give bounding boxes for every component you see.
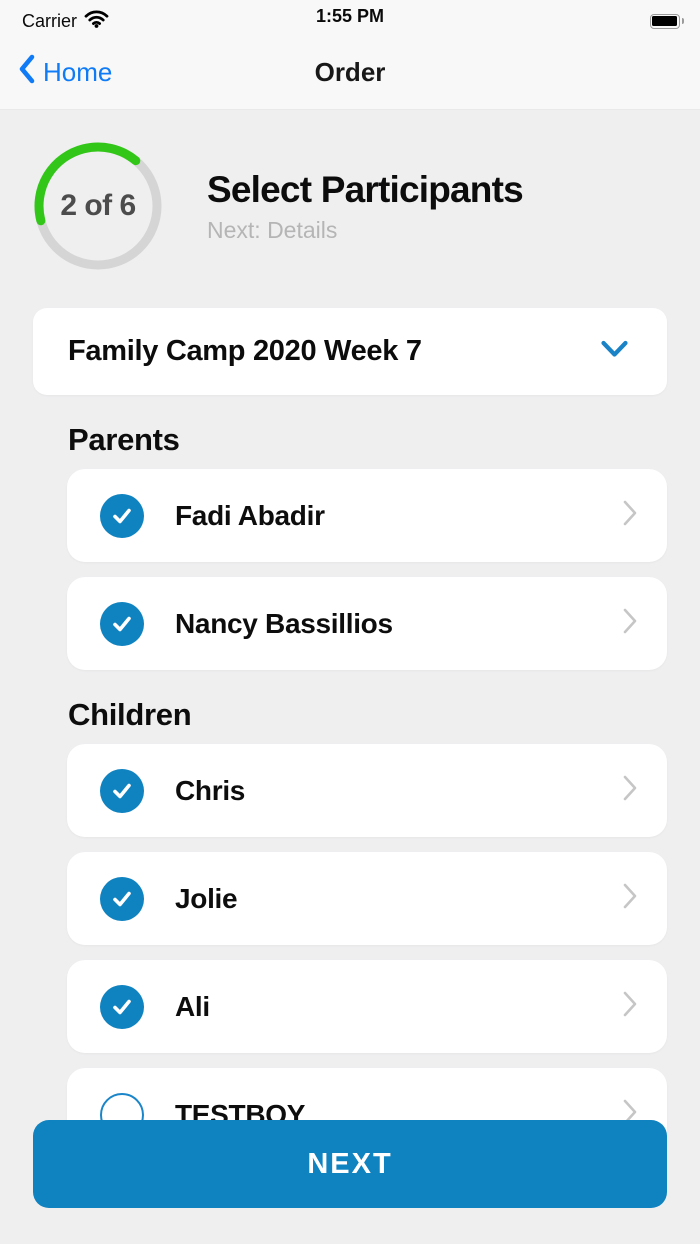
- check-icon: [113, 783, 131, 798]
- step-title: Select Participants: [207, 168, 524, 210]
- status-bar: Carrier 1:55 PM: [0, 0, 700, 36]
- back-chevron-icon: [18, 54, 35, 91]
- section-label: Parents: [68, 422, 180, 457]
- back-button[interactable]: Home: [18, 36, 112, 108]
- event-dropdown-value: Family Camp 2020 Week 7: [68, 335, 422, 367]
- participant-name: Ali: [175, 990, 210, 1022]
- header: Carrier 1:55 PM: [0, 0, 700, 110]
- content: 2 of 6 Select Participants Next: Details…: [0, 110, 700, 1161]
- chevron-right-icon: [620, 1097, 639, 1132]
- participant-checkbox[interactable]: [100, 493, 144, 538]
- page-title: Order: [314, 56, 386, 87]
- battery-icon: [649, 13, 684, 29]
- participant-row[interactable]: Fadi Abadir: [67, 469, 667, 562]
- chevron-right-icon: [620, 773, 639, 808]
- participant-row[interactable]: Chris: [67, 744, 667, 837]
- progress-ring: 2 of 6: [33, 141, 163, 271]
- progress-row: 2 of 6 Select Participants Next: Details: [33, 110, 667, 271]
- wifi-icon: [84, 9, 109, 33]
- participant-row[interactable]: Nancy Bassillios: [67, 577, 667, 670]
- chevron-right-icon: [620, 498, 639, 533]
- participant-sections: Parents Fadi Abadir Nancy Bassillios: [33, 422, 667, 1161]
- carrier-label: Carrier: [22, 10, 78, 31]
- check-icon: [113, 891, 131, 906]
- status-time: 1:55 PM: [315, 6, 385, 26]
- next-button[interactable]: NEXT: [33, 1120, 667, 1208]
- participant-name: Fadi Abadir: [175, 499, 325, 531]
- chevron-right-icon: [620, 606, 639, 641]
- participant-section: Children Chris Jolie: [33, 697, 667, 1161]
- event-dropdown[interactable]: Family Camp 2020 Week 7: [33, 308, 667, 395]
- check-icon: [113, 616, 131, 631]
- participant-checkbox[interactable]: [100, 601, 144, 646]
- participant-checkbox[interactable]: [100, 876, 144, 921]
- chevron-down-icon: [600, 339, 629, 364]
- check-icon: [113, 999, 131, 1014]
- participant-row[interactable]: Jolie: [67, 852, 667, 945]
- chevron-right-icon: [620, 989, 639, 1024]
- nav-bar: Home Order: [0, 36, 700, 108]
- participant-checkbox[interactable]: [100, 768, 144, 813]
- participant-name: Jolie: [175, 882, 238, 914]
- check-icon: [113, 508, 131, 523]
- participant-name: Chris: [175, 774, 246, 806]
- progress-step-label: 2 of 6: [60, 189, 136, 222]
- participant-checkbox[interactable]: [100, 984, 144, 1029]
- chevron-right-icon: [620, 881, 639, 916]
- participant-row[interactable]: Ali: [67, 960, 667, 1053]
- step-headings: Select Participants Next: Details: [207, 168, 524, 244]
- step-subtitle: Next: Details: [207, 216, 338, 243]
- participant-section: Parents Fadi Abadir Nancy Bassillios: [33, 422, 667, 670]
- section-label: Children: [68, 697, 192, 732]
- participant-name: Nancy Bassillios: [175, 607, 393, 639]
- back-button-label: Home: [43, 56, 113, 87]
